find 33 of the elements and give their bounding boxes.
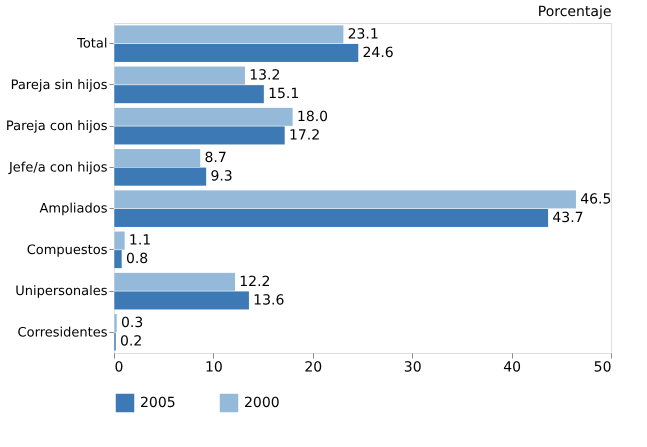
data-label: 8.7	[204, 150, 227, 166]
y-tick-label: Total	[76, 36, 108, 52]
x-tick-label: 0	[114, 360, 124, 376]
data-label: 12.2	[239, 274, 270, 290]
y-tick-label: Compuestos	[26, 242, 108, 258]
y-tick-label: Pareja con hijos	[6, 119, 108, 134]
x-tick-label: 10	[204, 360, 223, 376]
x-tick-label: 30	[404, 360, 422, 376]
y-tick-label: Corresidentes	[18, 325, 108, 340]
data-label: 9.3	[210, 168, 233, 185]
data-label: 13.2	[249, 68, 280, 84]
data-label: 1.1	[128, 232, 152, 249]
data-label: 18.0	[296, 108, 328, 125]
y-tick-label: Jefe/a con hijos	[8, 160, 108, 176]
y-tick-label: Ampliados	[40, 202, 108, 217]
data-label: 0.3	[120, 315, 144, 332]
data-label: 24.6	[362, 44, 394, 61]
y-tick-label: Unipersonales	[15, 284, 108, 300]
data-label: 0.8	[126, 251, 148, 268]
data-label: 15.1	[268, 86, 300, 102]
data-label: 46.5	[580, 191, 612, 208]
legend-label: 2000	[244, 395, 280, 411]
y-tick-label: Pareja sin hijos	[10, 78, 108, 93]
x-tick-label: 20	[304, 360, 322, 376]
x-tick-label: 50	[594, 360, 612, 376]
x-axis-title: Porcentaje	[538, 4, 612, 20]
legend-label: 2005	[140, 395, 176, 411]
data-label: 43.7	[552, 210, 584, 226]
data-label: 0.2	[120, 334, 142, 350]
x-tick-label: 40	[503, 360, 522, 376]
data-label: 13.6	[253, 292, 284, 308]
data-label: 17.2	[288, 127, 320, 144]
data-label: 23.1	[348, 26, 379, 42]
